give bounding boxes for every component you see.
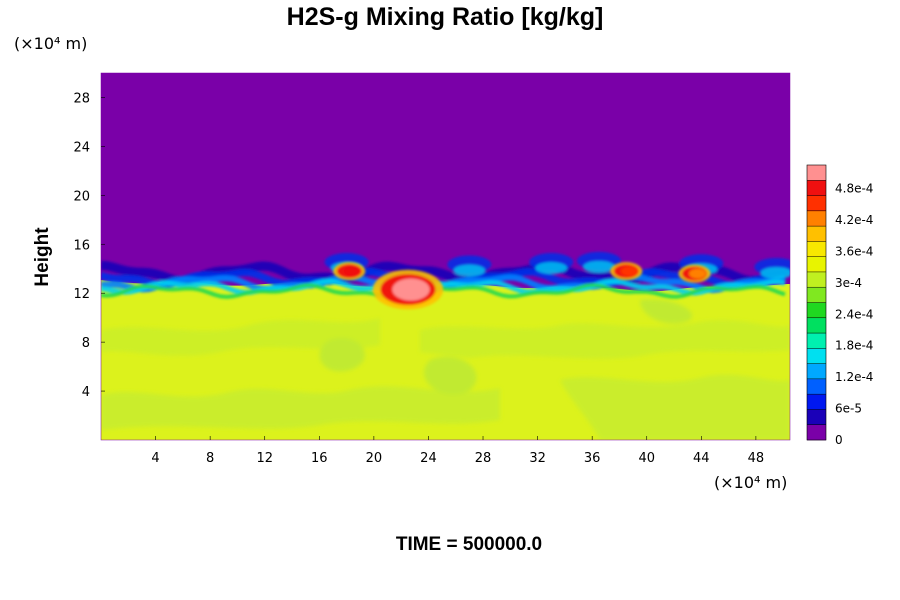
time-label: TIME = 500000.0 <box>396 534 542 555</box>
colorbar-tick-label: 3.6e-4 <box>835 244 873 258</box>
colorbar-tick-label: 6e-5 <box>835 402 862 416</box>
colorbar-swatch <box>807 302 826 319</box>
colorbar-swatch <box>807 317 826 334</box>
colorbar-swatch <box>807 165 826 181</box>
colorbar-swatch <box>807 363 826 380</box>
x-tick-label: 8 <box>206 451 214 466</box>
mixing-band-crest <box>535 262 568 275</box>
colorbar-tick-label: 2.4e-4 <box>835 307 873 321</box>
mixing-band-contour <box>101 278 786 296</box>
texture-patch <box>101 386 500 430</box>
x-tick-label: 44 <box>693 451 710 466</box>
colorbar-swatch <box>807 241 826 257</box>
x-tick-label: 24 <box>420 451 437 466</box>
y-axis-label: Height <box>32 227 53 287</box>
colorbar-swatch <box>807 424 826 441</box>
colorbar-tick-label: 0 <box>835 433 843 447</box>
colorbar <box>807 165 826 441</box>
x-tick-label: 36 <box>584 451 601 466</box>
y-tick-label: 24 <box>73 140 90 155</box>
mixing-band-crest <box>582 260 615 273</box>
colorbar-swatch <box>807 210 826 227</box>
colorbar-swatch <box>807 195 826 212</box>
y-tick-label: 16 <box>73 238 90 253</box>
hotspot-core <box>688 268 706 279</box>
texture-patch <box>101 318 380 356</box>
colorbar-swatch <box>807 409 826 426</box>
colorbar-swatch <box>807 378 826 395</box>
chart-title: H2S-g Mixing Ratio [kg/kg] <box>287 3 604 31</box>
hotspot-core <box>620 266 638 277</box>
y-unit-label: (×10⁴ m) <box>14 34 87 53</box>
colorbar-swatch <box>807 394 826 410</box>
y-tick-label: 28 <box>73 91 90 106</box>
hotspot-core <box>343 266 361 277</box>
colorbar-tick-label: 1.2e-4 <box>835 370 873 384</box>
y-tick-label: 8 <box>82 336 90 351</box>
x-tick-label: 48 <box>748 451 765 466</box>
texture-patch <box>319 337 365 372</box>
y-tick-label: 12 <box>73 287 90 302</box>
texture-patch <box>560 374 790 440</box>
texture-patch <box>640 299 692 324</box>
colorbar-swatch <box>807 333 826 349</box>
texture-patch <box>424 356 477 395</box>
y-tick-label: 4 <box>82 385 90 400</box>
y-axis-ticks: 4 8 12 16 20 24 28 <box>73 91 105 400</box>
mixing-band-contour <box>101 260 786 286</box>
colorbar-tick-label: 4.2e-4 <box>835 213 873 227</box>
colorbar-ticks: 0 6e-5 1.2e-4 1.8e-4 2.4e-4 3e-4 3.6e-4 4.2e-4 4… <box>835 182 873 447</box>
mixing-band-crest <box>453 264 486 277</box>
colorbar-swatch <box>807 348 826 364</box>
x-tick-label: 4 <box>151 451 159 466</box>
lower-field-texture <box>101 299 790 440</box>
plot-frame <box>100 72 791 441</box>
colorbar-swatch <box>807 180 826 196</box>
y-tick-label: 20 <box>73 189 90 204</box>
colorbar-swatch <box>807 256 826 273</box>
x-axis-ticks: 4 8 12 16 20 24 28 32 36 40 44 48 <box>151 436 764 466</box>
x-tick-label: 16 <box>311 451 328 466</box>
hotspot-core <box>392 278 430 301</box>
hotspots <box>333 262 711 310</box>
heatmap-field <box>101 73 790 440</box>
x-unit-label: (×10⁴ m) <box>714 473 787 492</box>
colorbar-swatch <box>807 271 826 288</box>
colorbar-frame <box>806 164 827 441</box>
colorbar-swatch <box>807 226 826 242</box>
x-tick-label: 28 <box>475 451 492 466</box>
colorbar-tick-label: 3e-4 <box>835 276 862 290</box>
mixing-band-crest <box>760 266 790 279</box>
x-tick-label: 20 <box>366 451 383 466</box>
x-tick-label: 32 <box>529 451 546 466</box>
x-tick-label: 12 <box>256 451 273 466</box>
colorbar-tick-label: 1.8e-4 <box>835 339 873 353</box>
x-tick-label: 40 <box>638 451 655 466</box>
texture-patch <box>420 320 790 359</box>
colorbar-swatch <box>807 287 826 303</box>
colorbar-tick-label: 4.8e-4 <box>835 182 873 196</box>
